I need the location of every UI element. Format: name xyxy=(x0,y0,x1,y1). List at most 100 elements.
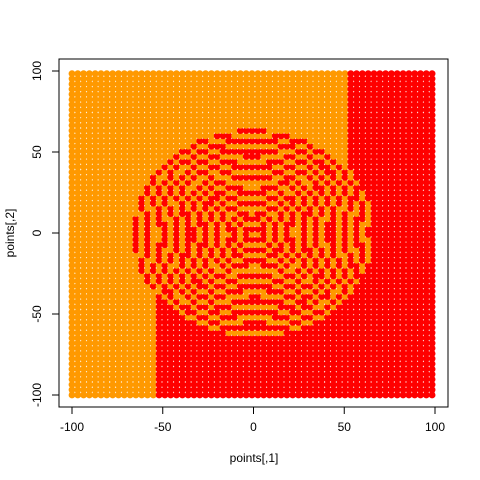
data-point xyxy=(120,158,128,166)
data-point xyxy=(109,376,117,383)
data-point xyxy=(208,101,215,109)
data-point xyxy=(155,101,163,109)
data-point xyxy=(277,179,285,186)
data-point xyxy=(289,287,297,295)
data-point xyxy=(428,106,436,114)
data-point xyxy=(91,365,99,373)
data-point xyxy=(295,230,302,238)
data-point xyxy=(86,344,93,352)
data-point xyxy=(86,148,93,155)
data-point xyxy=(376,287,384,295)
data-point xyxy=(382,262,389,269)
data-point xyxy=(324,236,331,243)
data-point xyxy=(254,111,262,119)
data-point xyxy=(364,381,372,388)
data-point xyxy=(417,277,424,285)
data-point xyxy=(242,111,250,119)
data-point xyxy=(120,350,128,357)
data-point xyxy=(353,116,360,124)
data-point xyxy=(335,142,343,150)
data-point xyxy=(155,80,163,88)
data-point xyxy=(289,111,297,119)
data-point xyxy=(184,308,192,316)
data-point xyxy=(202,148,210,155)
data-point xyxy=(144,308,151,316)
data-point xyxy=(260,365,268,373)
data-point xyxy=(179,293,186,300)
data-point xyxy=(149,90,157,98)
data-point xyxy=(91,194,99,202)
data-point xyxy=(219,319,227,326)
data-point xyxy=(225,319,233,326)
data-point xyxy=(109,391,117,399)
data-point xyxy=(359,137,366,145)
data-point xyxy=(271,215,279,223)
data-point xyxy=(68,308,76,316)
data-point xyxy=(335,324,343,331)
data-point xyxy=(242,148,250,155)
data-point xyxy=(428,153,436,160)
data-point xyxy=(347,360,355,368)
data-point xyxy=(132,355,140,363)
data-point xyxy=(318,85,326,93)
data-point xyxy=(149,386,157,394)
data-point xyxy=(149,153,157,160)
data-point xyxy=(109,251,117,259)
data-point xyxy=(388,251,395,259)
data-point xyxy=(271,173,279,181)
data-point xyxy=(126,355,134,363)
data-point xyxy=(295,225,302,233)
data-point xyxy=(126,90,134,98)
data-point xyxy=(80,122,87,129)
data-point xyxy=(155,241,163,249)
data-point xyxy=(353,111,360,119)
data-point xyxy=(271,101,279,109)
data-point xyxy=(242,127,250,134)
data-point xyxy=(190,163,198,171)
data-point xyxy=(126,360,134,368)
data-point xyxy=(126,122,134,129)
data-point xyxy=(103,230,111,238)
data-point xyxy=(179,189,186,197)
data-point xyxy=(411,70,419,77)
data-point xyxy=(399,334,407,342)
data-point xyxy=(399,230,407,238)
data-point xyxy=(109,80,117,88)
data-point xyxy=(167,303,175,311)
data-point xyxy=(347,241,355,249)
data-point xyxy=(91,163,99,171)
data-point xyxy=(237,298,244,306)
data-point xyxy=(359,329,366,337)
data-point xyxy=(271,370,279,378)
data-point xyxy=(91,287,99,295)
data-point xyxy=(138,376,146,383)
data-point xyxy=(231,153,239,160)
data-point xyxy=(115,339,122,347)
data-point xyxy=(167,236,175,243)
data-point xyxy=(318,199,326,207)
data-point xyxy=(295,236,302,243)
data-point xyxy=(300,70,308,77)
data-point xyxy=(213,262,221,269)
data-point xyxy=(149,293,157,300)
data-point xyxy=(399,287,407,295)
data-point xyxy=(260,173,268,181)
data-point xyxy=(318,132,326,140)
data-point xyxy=(405,319,413,326)
data-point xyxy=(417,262,424,269)
data-point xyxy=(399,381,407,388)
data-point xyxy=(126,194,134,202)
data-point xyxy=(132,339,140,347)
data-point xyxy=(364,370,372,378)
data-point xyxy=(370,163,378,171)
data-point xyxy=(370,148,378,155)
data-point xyxy=(120,173,128,181)
data-point xyxy=(376,334,384,342)
data-point xyxy=(74,277,82,285)
data-point xyxy=(208,303,215,311)
data-point xyxy=(388,70,395,77)
data-point xyxy=(242,158,250,166)
data-point xyxy=(330,158,337,166)
data-point xyxy=(312,298,320,306)
data-point xyxy=(138,287,146,295)
